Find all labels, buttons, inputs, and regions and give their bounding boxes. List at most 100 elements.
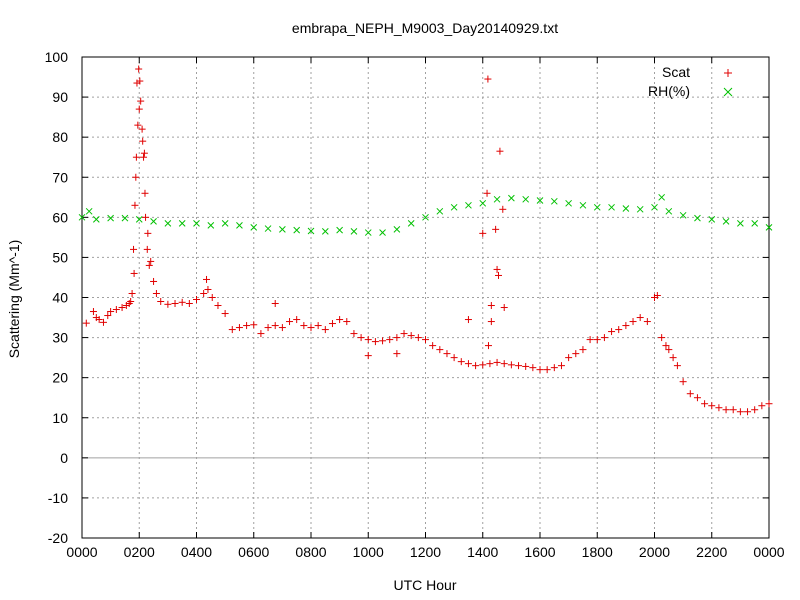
scat-point (579, 346, 587, 354)
scat-point (653, 291, 661, 299)
scat-point (522, 362, 530, 370)
y-tick-label: 20 (52, 370, 68, 386)
scat-point (193, 296, 200, 304)
scat-point (371, 338, 379, 346)
scat-point (328, 320, 336, 328)
scat-point (622, 322, 630, 330)
scat-point (679, 378, 687, 386)
scat-point (484, 342, 492, 350)
rh-point (536, 197, 544, 204)
scat-point (493, 265, 501, 273)
scat-point (278, 324, 286, 332)
scat-point (736, 408, 744, 416)
series-rh (78, 193, 773, 236)
scat-point (550, 364, 558, 372)
rh-point (765, 224, 773, 231)
rh-point (450, 203, 458, 211)
x-tick-label: 0200 (124, 544, 155, 560)
scat-point (493, 358, 501, 366)
scat-point (665, 346, 673, 354)
scat-point (708, 402, 716, 410)
scat-point (135, 105, 143, 113)
scat-point (492, 225, 500, 233)
scat-point (142, 213, 150, 221)
y-tick-label: -10 (48, 490, 68, 506)
legend-label-scat: Scat (662, 64, 690, 80)
scat-point (164, 300, 172, 308)
scat-point (500, 304, 508, 312)
scat-point (314, 322, 322, 330)
rh-point (636, 205, 644, 213)
scat-point (293, 316, 301, 324)
scat-point (429, 342, 437, 350)
rh-point (522, 195, 530, 203)
scat-point (204, 285, 212, 293)
scat-point (130, 269, 138, 277)
scat-point (496, 147, 504, 155)
rh-point (264, 225, 272, 232)
rh-point (92, 215, 100, 223)
scat-point (643, 318, 651, 326)
scat-point (479, 361, 487, 369)
series-markers (78, 65, 773, 416)
scat-point (543, 366, 551, 374)
scat-point (127, 298, 135, 306)
rh-point (236, 221, 243, 229)
scat-point (357, 334, 365, 342)
scat-point (82, 319, 90, 327)
scat-point (131, 201, 139, 209)
scat-point (228, 326, 236, 334)
scat-point (250, 321, 258, 329)
scat-point (629, 318, 637, 326)
scat-point (214, 302, 222, 310)
rh-point (579, 201, 587, 209)
scat-point (208, 294, 216, 301)
rh-point (550, 197, 558, 205)
scat-point (414, 334, 422, 342)
scat-point (693, 394, 701, 402)
rh-point (321, 228, 329, 235)
rh-point (658, 193, 666, 201)
y-tick-label: 50 (52, 249, 68, 265)
rh-point (221, 219, 229, 227)
scat-point (593, 336, 601, 344)
scat-point (529, 364, 537, 372)
scat-point (393, 350, 401, 358)
scat-point (484, 75, 492, 83)
x-tick-label: 0000 (66, 544, 97, 560)
scat-point (350, 330, 358, 338)
scat-point (139, 137, 147, 145)
scat-point (436, 346, 444, 354)
scat-point (536, 366, 544, 374)
grid (82, 57, 769, 538)
scat-point (221, 310, 229, 318)
rh-point (508, 194, 515, 202)
scat-point (673, 362, 681, 370)
scat-point (257, 330, 265, 338)
scat-point (307, 324, 315, 332)
x-tick-label: 2200 (696, 544, 727, 560)
scat-point (464, 316, 472, 324)
rh-point (722, 217, 730, 225)
scat-point (744, 408, 752, 416)
x-tick-label: 1000 (353, 544, 384, 560)
rh-point (107, 214, 114, 222)
rh-point (85, 207, 93, 215)
x-tick-label: 1600 (524, 544, 555, 560)
scat-point (264, 324, 272, 332)
x-tick-label: 1400 (467, 544, 498, 560)
scat-point (765, 400, 773, 408)
scat-point (483, 189, 491, 197)
rh-point (207, 221, 215, 229)
scat-point (450, 354, 458, 362)
rh-point (479, 199, 487, 207)
y-tick-label: 10 (52, 410, 68, 426)
scat-point (487, 302, 495, 310)
axis-ticks: 0000 0200 0400 0600 0800 1000 1200 1400 1600 1800… (45, 49, 785, 560)
rh-point (694, 214, 701, 222)
scat-point (722, 406, 730, 414)
scat-point (135, 65, 143, 73)
rh-point (250, 224, 258, 231)
scat-point (136, 77, 144, 85)
